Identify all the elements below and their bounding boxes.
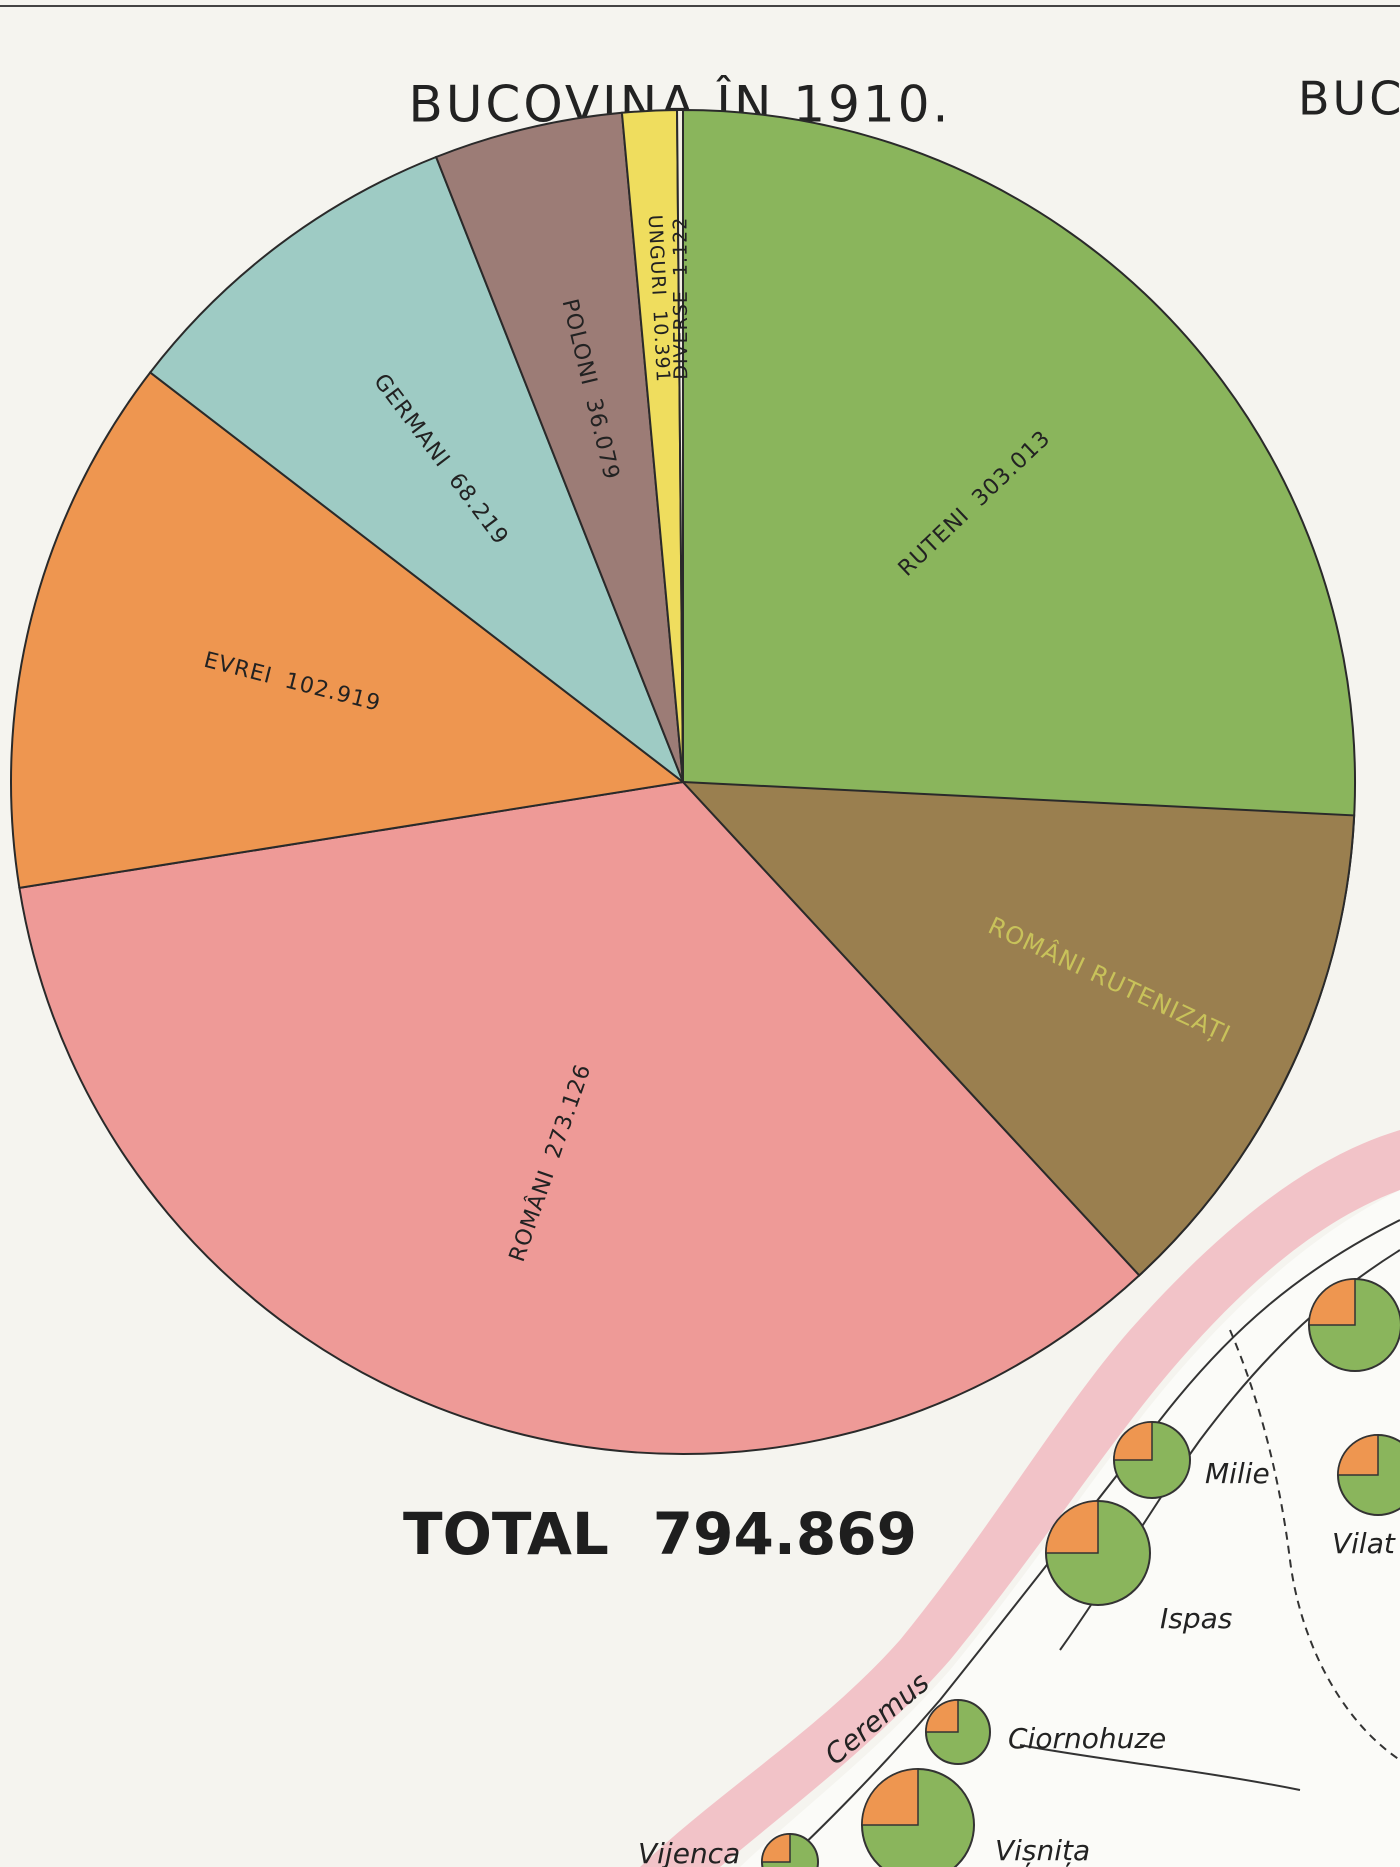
map-label: Ispas: [1160, 1602, 1232, 1635]
pie-slice: [148, 155, 686, 785]
mini-pie-part: [925, 1699, 959, 1733]
mini-pie-part: [1337, 1434, 1379, 1476]
overlay-slice: [680, 780, 1356, 1277]
slice-name: DIVERSE: [669, 290, 691, 380]
side-title: BUC: [1298, 72, 1400, 126]
map-label: Vijenca: [638, 1837, 740, 1867]
pie-slice: [434, 111, 684, 783]
map-label: Vișnița: [995, 1834, 1090, 1867]
map-label: Vilat: [1332, 1527, 1396, 1560]
slice-label: DIVERSE 1.122: [669, 217, 692, 380]
pie-slice: [10, 371, 686, 890]
slice-name: UNGURI: [644, 214, 670, 297]
total-name: TOTAL: [403, 1500, 609, 1568]
total-value: 794.869: [653, 1500, 917, 1568]
mini-pie-part: [1113, 1421, 1153, 1461]
mini-pie-part: [1308, 1278, 1356, 1326]
slice-value-label: 10.391: [649, 310, 675, 383]
boundary: [1229, 1329, 1400, 1761]
map-label: Milie: [1205, 1457, 1270, 1490]
map-label: Ciornohuze: [1008, 1722, 1166, 1755]
total-label: TOTAL 794.869: [403, 1500, 917, 1568]
mini-pie-part: [761, 1833, 791, 1863]
pie-slice: [18, 780, 1141, 1455]
pie-slice: [676, 108, 684, 783]
slice-value-label: 1.122: [669, 217, 691, 277]
border-band: [640, 1130, 1400, 1867]
river: [1019, 1744, 1301, 1791]
mini-pie-part: [1045, 1500, 1099, 1554]
slice-label: UNGURI 10.391: [644, 214, 674, 383]
mini-pie-part: [861, 1768, 919, 1826]
